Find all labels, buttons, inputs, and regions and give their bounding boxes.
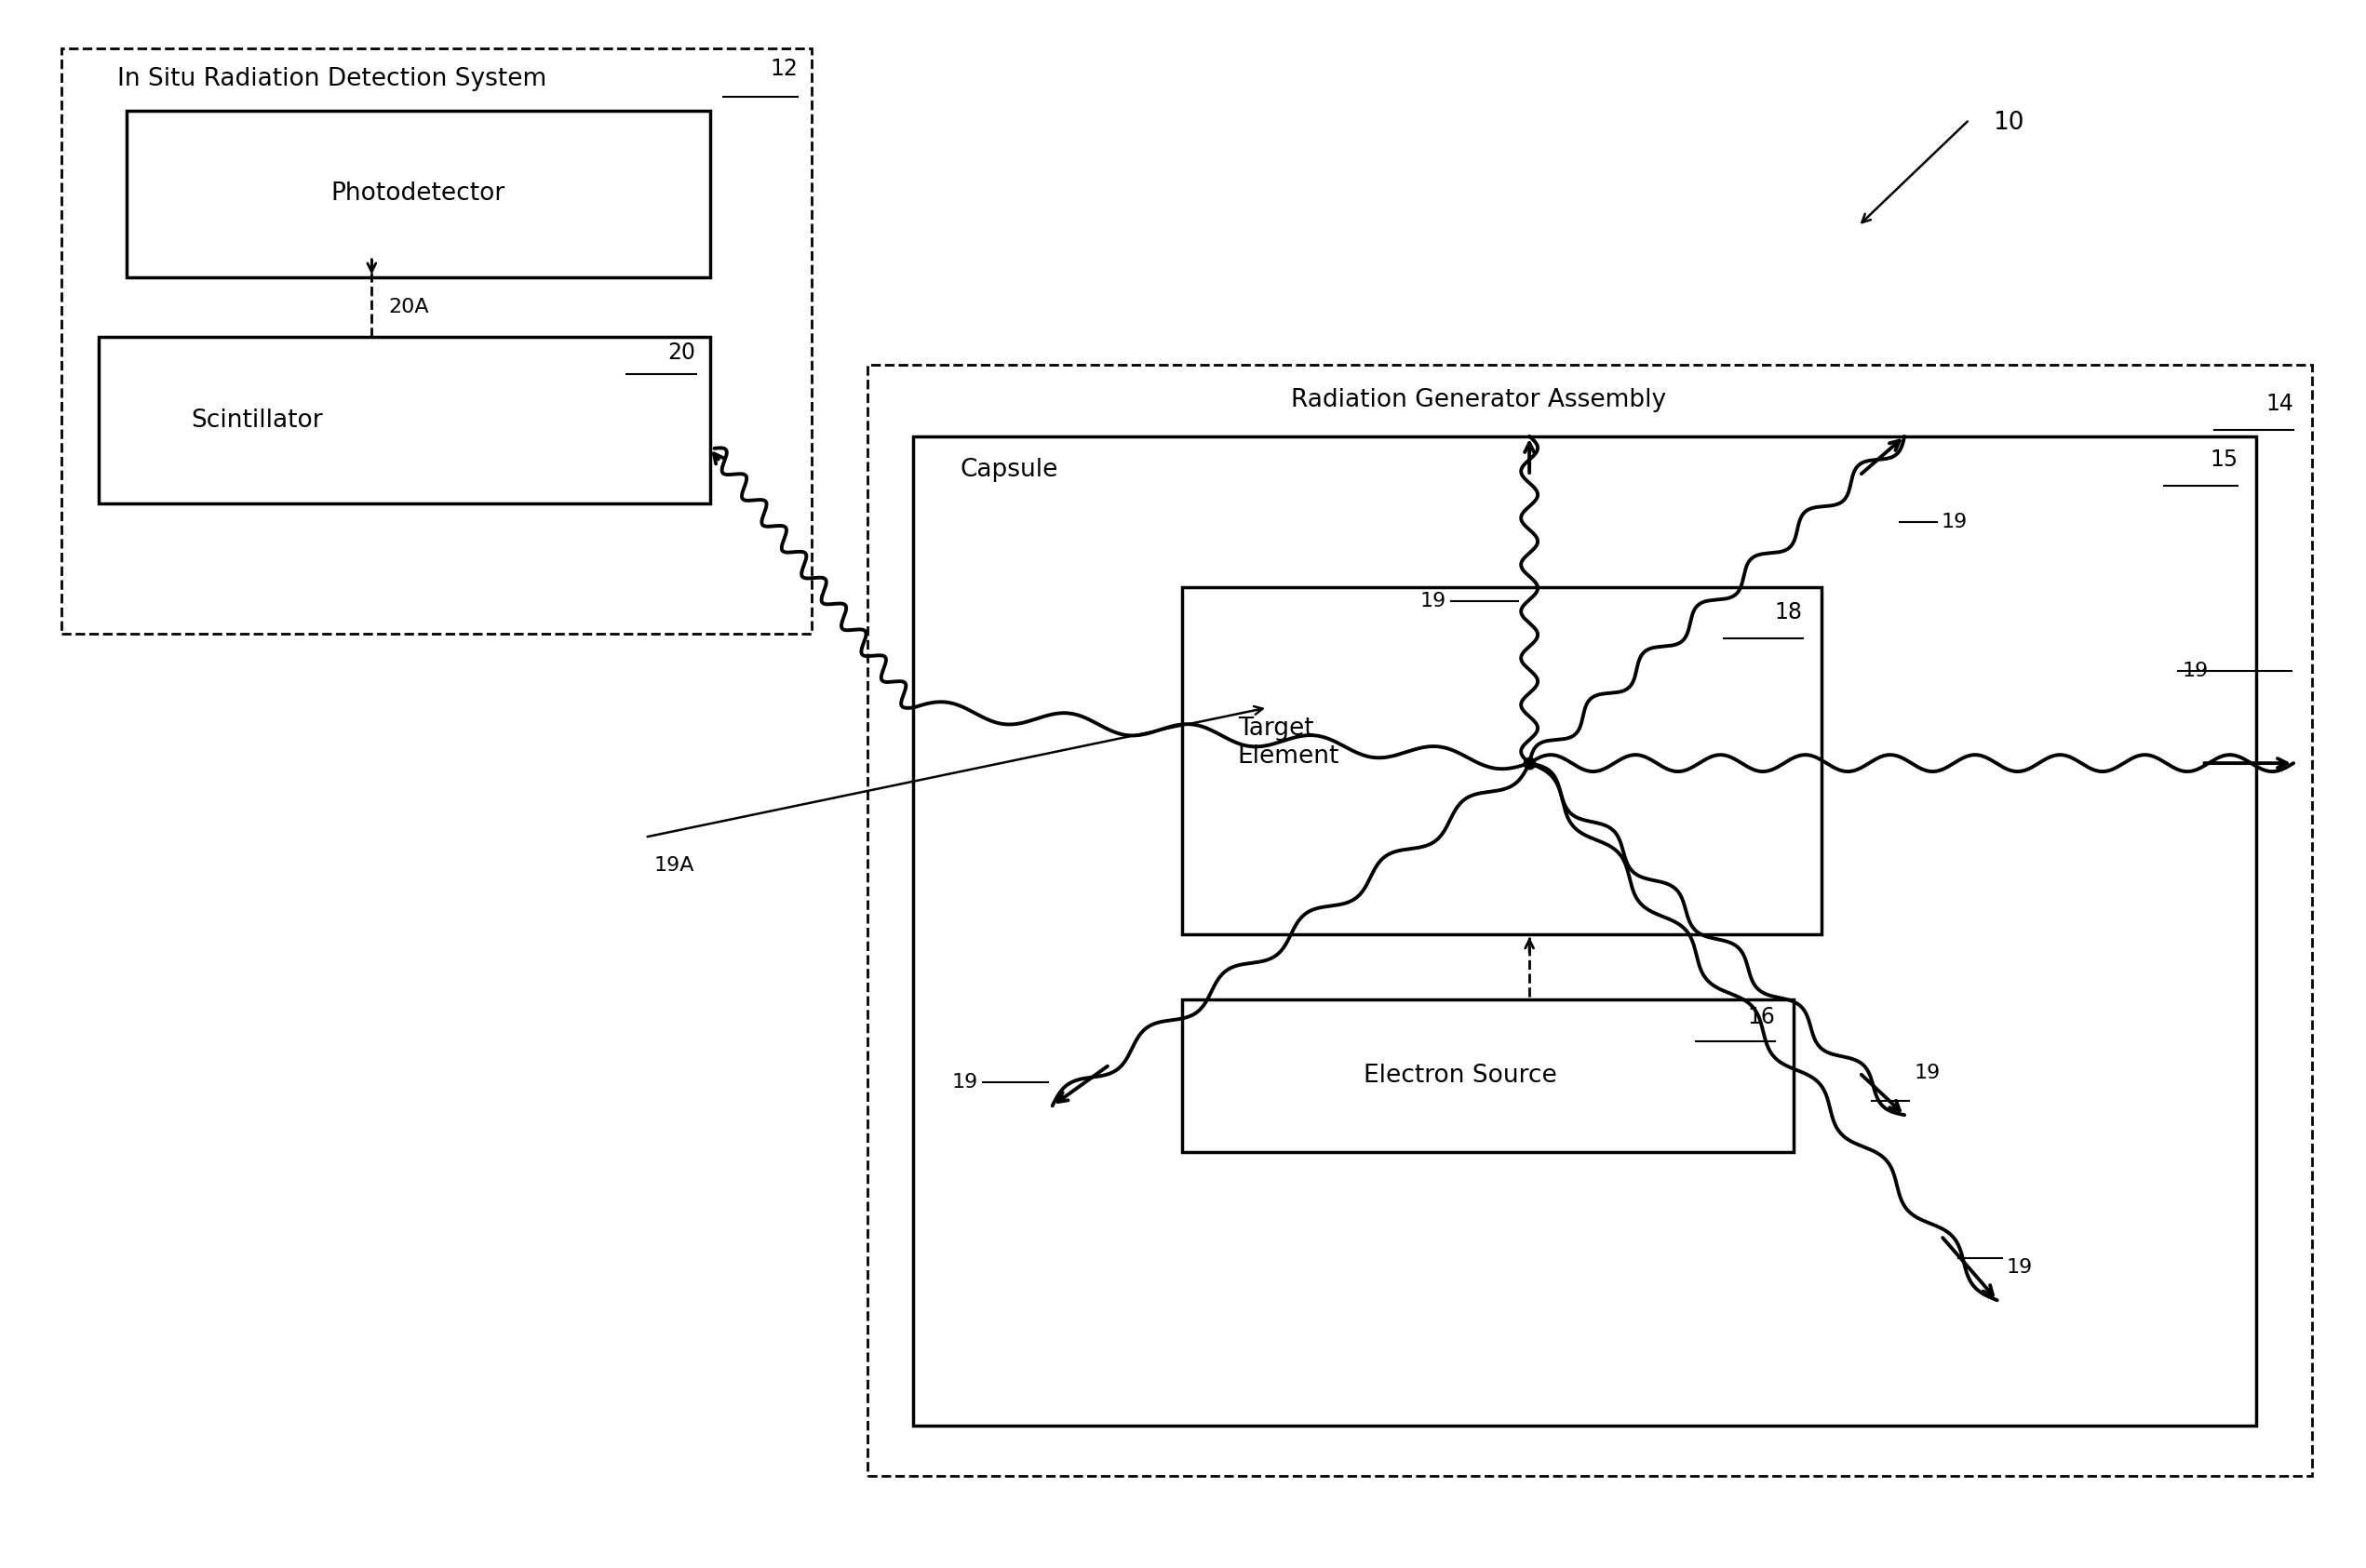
Text: 19: 19 xyxy=(1914,1065,1940,1082)
Bar xyxy=(868,365,2312,1475)
Bar xyxy=(913,436,2257,1425)
Text: 19A: 19A xyxy=(653,856,696,875)
Text: 16: 16 xyxy=(1746,1005,1774,1029)
Text: 15: 15 xyxy=(2210,448,2238,470)
Text: 12: 12 xyxy=(769,58,797,80)
Text: 20: 20 xyxy=(667,342,696,364)
Text: Electron Source: Electron Source xyxy=(1363,1063,1557,1088)
Bar xyxy=(1183,999,1793,1152)
Text: Capsule: Capsule xyxy=(961,458,1058,481)
Text: Target
Element: Target Element xyxy=(1237,717,1339,768)
Text: Scintillator: Scintillator xyxy=(192,408,322,433)
Text: 20A: 20A xyxy=(388,298,428,317)
Text: Photodetector: Photodetector xyxy=(331,182,504,205)
Text: 19: 19 xyxy=(2006,1259,2032,1278)
Text: 19: 19 xyxy=(2181,662,2207,681)
Text: 19: 19 xyxy=(1942,513,1969,532)
Text: 19: 19 xyxy=(951,1074,977,1091)
Text: 18: 18 xyxy=(1774,601,1803,624)
Bar xyxy=(99,337,710,503)
Bar xyxy=(1183,588,1822,935)
Bar xyxy=(125,110,710,278)
Text: 14: 14 xyxy=(2267,392,2293,416)
Text: 10: 10 xyxy=(1992,110,2023,135)
Text: In Situ Radiation Detection System: In Situ Radiation Detection System xyxy=(116,67,547,91)
Bar xyxy=(62,49,812,633)
Text: 19: 19 xyxy=(1420,591,1446,610)
Text: Radiation Generator Assembly: Radiation Generator Assembly xyxy=(1292,389,1666,412)
